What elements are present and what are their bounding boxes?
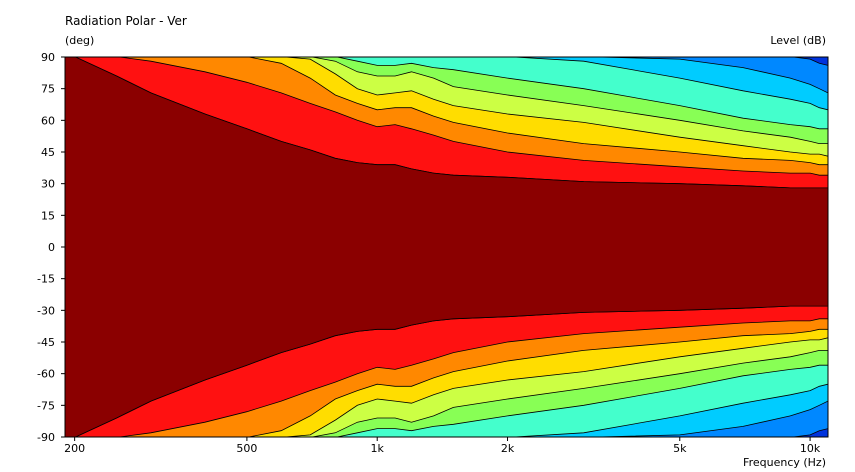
y-tick-label: -30	[37, 304, 55, 317]
y-tick-label: -45	[37, 336, 55, 349]
y-tick-label: 0	[48, 241, 55, 254]
y-tick-label: 75	[41, 83, 55, 96]
x-axis-label: Frequency (Hz)	[743, 456, 826, 469]
x-tick-label: 5k	[673, 442, 687, 455]
y-tick-label: 45	[41, 146, 55, 159]
y-axis: 90 75 60 45 30 15 0 -15 -30 -45 -60 -75 -90	[37, 51, 65, 444]
y-tick-label: -90	[37, 431, 55, 444]
x-tick-label: 200	[64, 442, 85, 455]
plot-area	[65, 57, 828, 437]
plot-border	[64, 56, 829, 438]
y-tick-label: 15	[41, 209, 55, 222]
y-tick-label: 60	[41, 114, 55, 127]
x-tick-label: 500	[236, 442, 257, 455]
chart-title: Radiation Polar - Ver	[65, 14, 187, 28]
y-tick-label: -75	[37, 399, 55, 412]
y-tick-label: 30	[41, 178, 55, 191]
y-tick-label: -60	[37, 368, 55, 381]
contour-core	[65, 57, 828, 437]
x-axis: 200 500 1k 2k 5k 10k	[64, 437, 821, 455]
colorbar-label: Level (dB)	[770, 34, 826, 47]
x-tick-label: 1k	[371, 442, 385, 455]
y-tick-label: -15	[37, 273, 55, 286]
x-tick-label: 2k	[501, 442, 515, 455]
y-tick-label: 90	[41, 51, 55, 64]
x-tick-label: 10k	[800, 442, 821, 455]
y-axis-label: (deg)	[65, 34, 94, 47]
